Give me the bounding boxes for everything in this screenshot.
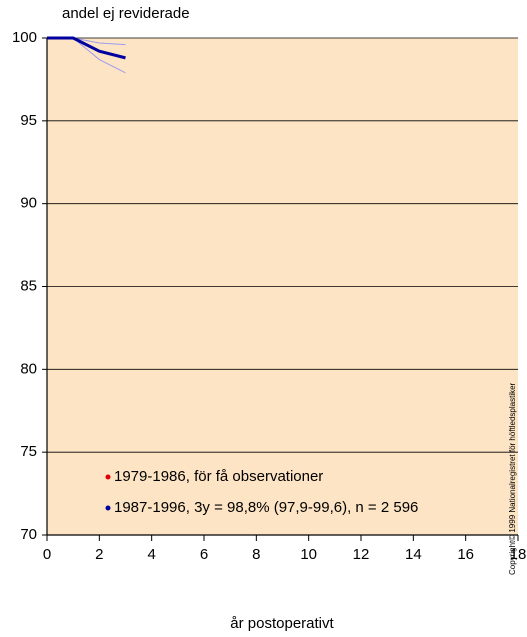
x-tick-label: 8 xyxy=(252,546,260,563)
x-tick-label: 4 xyxy=(147,546,155,563)
series-line xyxy=(47,36,126,60)
x-tick-label: 10 xyxy=(300,546,317,563)
y-tick-label: 80 xyxy=(20,360,37,377)
x-tick-label: 0 xyxy=(43,546,51,563)
legend-label: 1979-1986, för få observationer xyxy=(114,468,323,485)
copyright: Copyright© 1999 Nationalregistret för hö… xyxy=(508,382,517,575)
legend-label: 1987-1996, 3y = 98,8% (97,9-99,6), n = 2… xyxy=(114,499,418,516)
x-tick-label: 2 xyxy=(95,546,103,563)
y-tick-label: 95 xyxy=(20,112,37,129)
x-tick-label: 6 xyxy=(200,546,208,563)
x-tick-label: 14 xyxy=(405,546,422,563)
y-tick-label: 75 xyxy=(20,443,37,460)
y-tick-label: 85 xyxy=(20,277,37,294)
x-tick-label: 12 xyxy=(353,546,370,563)
y-axis-label: andel ej reviderade xyxy=(62,5,190,22)
x-tick-label: 16 xyxy=(457,546,474,563)
y-tick-label: 70 xyxy=(20,526,37,543)
x-axis-label: år postoperativt xyxy=(230,615,334,632)
legend-marker xyxy=(105,505,111,511)
y-tick-label: 100 xyxy=(12,29,37,46)
y-tick-label: 90 xyxy=(20,195,37,212)
x-tick-label: 18 xyxy=(510,546,527,563)
legend-marker xyxy=(105,474,111,480)
